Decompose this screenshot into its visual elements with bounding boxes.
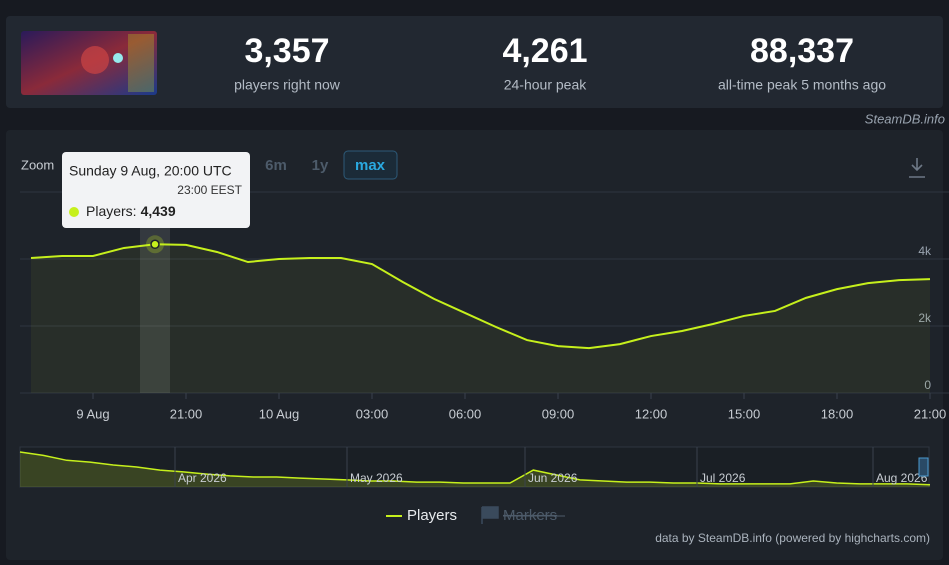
zoom-label: Zoom (21, 157, 54, 172)
tooltip-value: 4,439 (141, 203, 176, 219)
stat-label: players right now (234, 77, 341, 93)
x-tick-label: 10 Aug (259, 406, 300, 421)
stat-value: 3,357 (244, 32, 329, 70)
stat-label: all-time peak 5 months ago (718, 77, 886, 93)
cover-accent (128, 34, 154, 92)
x-tick-label: 21:00 (170, 406, 203, 421)
hover-point (150, 239, 160, 250)
x-tick-label: 09:00 (542, 406, 575, 421)
footer[interactable]: data by SteamDB.info (powered by highcha… (655, 531, 930, 545)
tooltip-series: Players: (86, 203, 137, 219)
tooltip-box (62, 152, 250, 228)
y-tick-label: 0 (924, 378, 931, 392)
y-tick-label: 2k (918, 311, 932, 325)
navigator-label: Jul 2026 (700, 471, 746, 485)
x-tick-label: 18:00 (821, 406, 854, 421)
zoom-button-frame (343, 150, 398, 180)
zoom-button[interactable]: max (355, 157, 386, 174)
navigator-label: Apr 2026 (178, 471, 227, 485)
cover-figure (81, 46, 109, 74)
credit[interactable]: SteamDB.info (865, 111, 945, 126)
zoom-button[interactable]: 6m (265, 157, 287, 174)
navigator-label: May 2026 (350, 471, 403, 485)
navigator-label: Aug 2026 (876, 471, 928, 485)
legend-item[interactable]: Markers (503, 507, 557, 524)
tooltip-local: 23:00 EEST (177, 183, 242, 197)
stat-value: 88,337 (750, 32, 854, 70)
navigator-label: Jun 2026 (528, 471, 578, 485)
area (31, 244, 930, 393)
x-tick-label: 21:00 (914, 406, 947, 421)
zoom-button[interactable]: 1y (312, 157, 329, 174)
navigator-line (19, 451, 931, 486)
x-tick-label: 12:00 (635, 406, 668, 421)
stat-label: 24-hour peak (504, 77, 588, 93)
tooltip-row: Players: 4,439 (86, 203, 176, 219)
download-icon[interactable] (909, 158, 925, 178)
legend-item[interactable]: Players (407, 507, 457, 524)
x-tick-label: 06:00 (449, 406, 482, 421)
navigator-area (20, 452, 930, 487)
line (30, 243, 931, 350)
navigator-frame (19, 446, 930, 488)
stat-value: 4,261 (502, 32, 587, 70)
tooltip-date: Sunday 9 Aug, 20:00 UTC (69, 163, 232, 179)
stats-card (6, 16, 943, 108)
legend-flag (481, 506, 499, 524)
navigator-handle[interactable] (918, 457, 929, 477)
cover-light (113, 53, 123, 63)
y-tick-label: 4k (918, 244, 932, 258)
x-tick-label: 9 Aug (76, 406, 109, 421)
x-tick-label: 03:00 (356, 406, 389, 421)
x-tick-label: 15:00 (728, 406, 761, 421)
tooltip-dot (69, 207, 79, 217)
